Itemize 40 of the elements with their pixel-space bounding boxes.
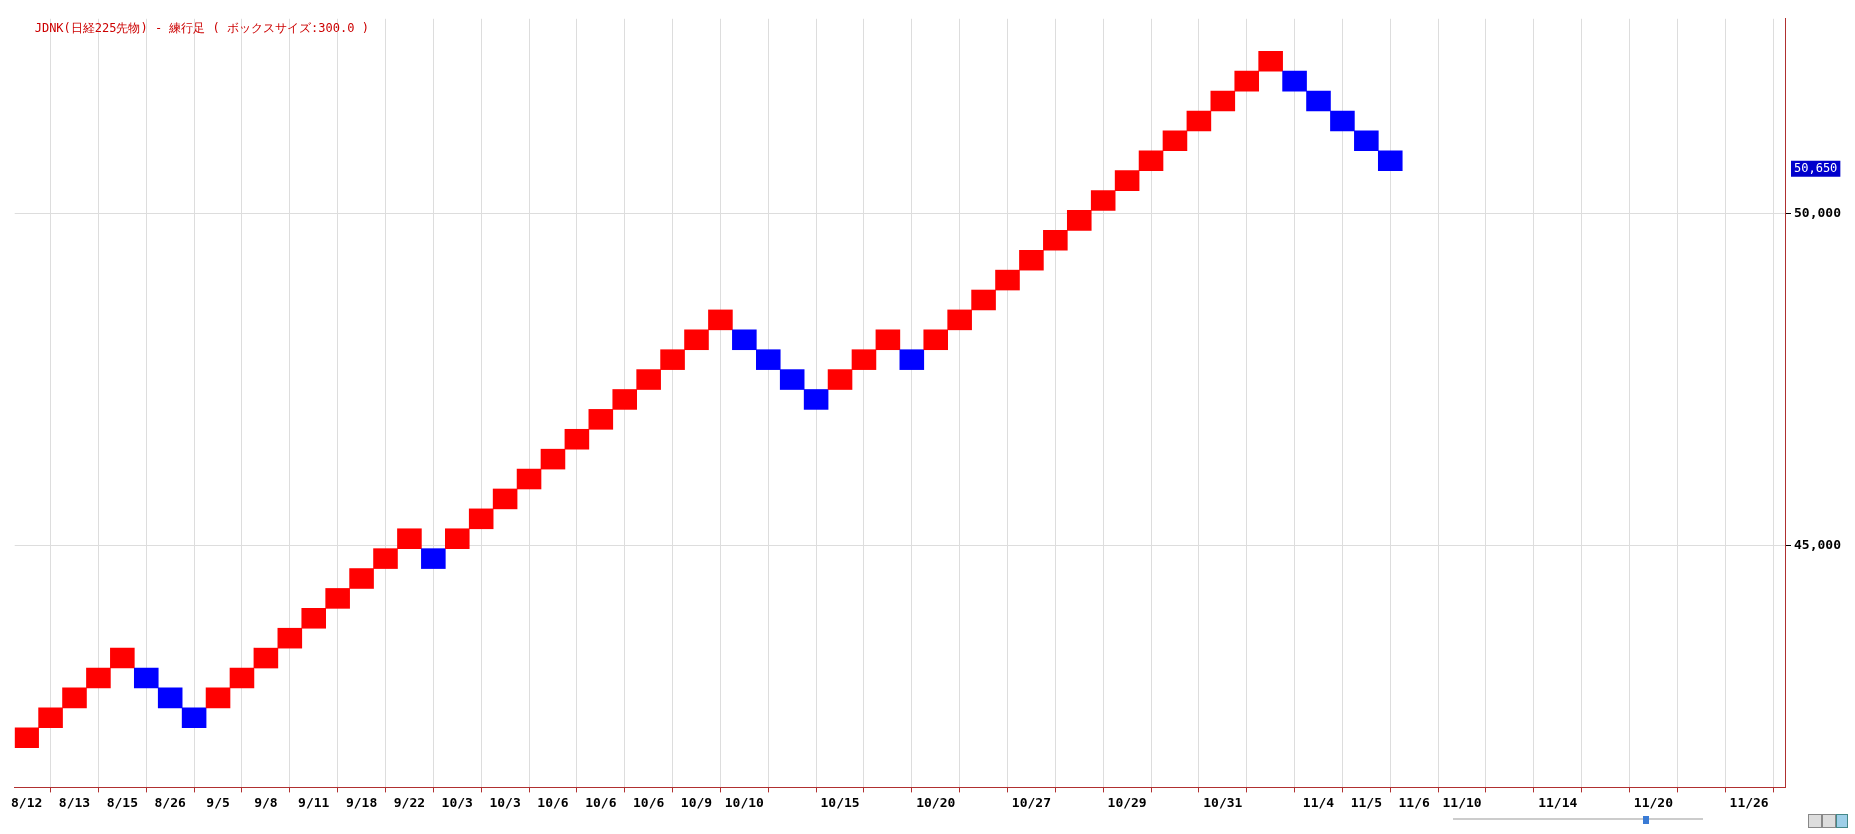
x-tick-label: 10/27 bbox=[1011, 794, 1051, 810]
x-tick-label: 8/13 bbox=[58, 794, 91, 810]
x-tick-label: 8/12 bbox=[11, 794, 43, 810]
x-tick-label: 10/6 bbox=[537, 794, 569, 810]
x-tick-label: 11/5 bbox=[1350, 794, 1382, 810]
bar bbox=[253, 647, 279, 669]
x-tick-label: 11/10 bbox=[1442, 794, 1482, 810]
x-tick-label: 9/8 bbox=[254, 794, 278, 810]
bar bbox=[899, 349, 925, 370]
y-tick-label: 45,000 bbox=[1794, 536, 1842, 552]
x-tick-label: 10/20 bbox=[916, 794, 956, 810]
x-tick-label: 11/14 bbox=[1538, 794, 1578, 810]
x-tick-label: 11/4 bbox=[1302, 794, 1335, 810]
x-tick-label: 9/5 bbox=[206, 794, 230, 810]
bar bbox=[1186, 110, 1212, 132]
bar bbox=[421, 548, 446, 569]
x-tick-label: 9/18 bbox=[345, 794, 378, 810]
x-tick-label: 10/15 bbox=[820, 794, 860, 810]
x-tick-label: 11/20 bbox=[1633, 794, 1674, 810]
bar bbox=[229, 667, 255, 689]
x-tick-label: 11/26 bbox=[1729, 794, 1769, 810]
x-tick-label: 10/9 bbox=[680, 794, 713, 810]
x-tick-label: 10/3 bbox=[489, 794, 521, 810]
x-tick-label: 9/11 bbox=[298, 794, 330, 810]
y-tick-label: 50,000 bbox=[1794, 205, 1842, 221]
bar bbox=[516, 468, 542, 490]
x-tick-label: 11/6 bbox=[1398, 794, 1431, 810]
x-tick-label: 8/15 bbox=[106, 794, 138, 810]
x-tick-label: 10/6 bbox=[585, 794, 617, 810]
x-tick-label: 10/10 bbox=[724, 794, 765, 810]
text: 50,650 bbox=[1794, 160, 1838, 175]
x-tick-label: 10/29 bbox=[1107, 794, 1147, 810]
chart-title: JDNK(日経225先物) - 練行足 ( ボックスサイズ:300.0 ) bbox=[34, 20, 369, 35]
bar bbox=[492, 488, 518, 510]
bar bbox=[205, 687, 231, 709]
x-tick-label: 10/6 bbox=[633, 794, 665, 810]
x-tick-label: 10/31 bbox=[1203, 794, 1243, 810]
x-tick-label: 8/26 bbox=[154, 794, 187, 810]
x-tick-label: 10/3 bbox=[441, 794, 473, 810]
x-tick-label: 9/22 bbox=[393, 794, 426, 810]
